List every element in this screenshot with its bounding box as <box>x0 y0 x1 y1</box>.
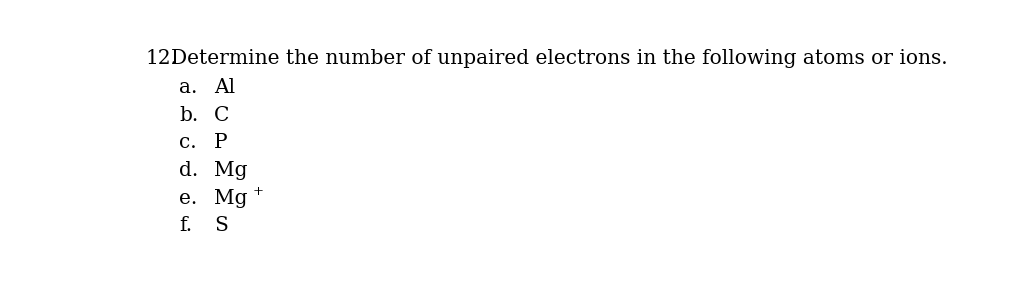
Text: C: C <box>214 106 229 125</box>
Text: Al: Al <box>214 78 234 97</box>
Text: +: + <box>253 185 263 198</box>
Text: Determine the number of unpaired electrons in the following atoms or ions.: Determine the number of unpaired electro… <box>171 49 948 68</box>
Text: c.: c. <box>179 133 196 152</box>
Text: d.: d. <box>179 161 198 180</box>
Text: P: P <box>214 133 227 152</box>
Text: 12.: 12. <box>146 49 178 68</box>
Text: b.: b. <box>179 106 198 125</box>
Text: f.: f. <box>179 216 192 236</box>
Text: Mg: Mg <box>214 189 248 208</box>
Text: a.: a. <box>179 78 197 97</box>
Text: Mg: Mg <box>214 161 248 180</box>
Text: S: S <box>214 216 227 236</box>
Text: e.: e. <box>179 189 197 208</box>
